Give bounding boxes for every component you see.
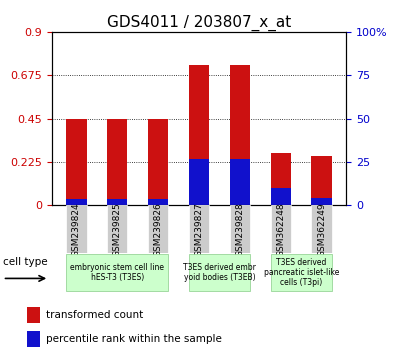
Bar (66, 254, 168, 291)
Bar (66, 205, 86, 253)
Bar (107, 119, 127, 205)
Bar (66, 119, 86, 205)
Bar (271, 205, 291, 253)
Bar (148, 119, 168, 205)
Bar (189, 159, 209, 205)
Bar (312, 156, 332, 205)
Bar (66, 199, 86, 205)
Bar (271, 188, 291, 205)
Text: GSM239824: GSM239824 (72, 202, 81, 257)
Bar (230, 205, 250, 253)
Text: transformed count: transformed count (46, 310, 143, 320)
Bar (148, 205, 168, 253)
Bar (107, 205, 127, 253)
Bar (271, 254, 332, 291)
Bar (271, 153, 291, 205)
Text: GSM239828: GSM239828 (235, 202, 244, 257)
Text: T3ES derived embr
yoid bodies (T3EB): T3ES derived embr yoid bodies (T3EB) (183, 263, 256, 282)
Bar (230, 159, 250, 205)
Bar (230, 65, 250, 205)
Bar (107, 199, 127, 205)
Title: GDS4011 / 203807_x_at: GDS4011 / 203807_x_at (107, 14, 291, 30)
Bar (148, 199, 168, 205)
Text: T3ES derived
pancreatic islet-like
cells (T3pi): T3ES derived pancreatic islet-like cells… (263, 258, 339, 287)
Text: percentile rank within the sample: percentile rank within the sample (46, 334, 222, 344)
Text: GSM362248: GSM362248 (276, 202, 285, 257)
Text: GSM239825: GSM239825 (113, 202, 122, 257)
Text: GSM239826: GSM239826 (154, 202, 163, 257)
Bar (189, 254, 250, 291)
Bar (312, 205, 332, 253)
Bar (27, 307, 41, 323)
Bar (27, 331, 41, 347)
Text: GSM362249: GSM362249 (317, 202, 326, 257)
Text: embryonic stem cell line
hES-T3 (T3ES): embryonic stem cell line hES-T3 (T3ES) (70, 263, 164, 282)
Bar (189, 65, 209, 205)
Text: GSM239827: GSM239827 (195, 202, 203, 257)
Bar (312, 198, 332, 205)
Text: cell type: cell type (3, 257, 47, 267)
Bar (189, 205, 209, 253)
